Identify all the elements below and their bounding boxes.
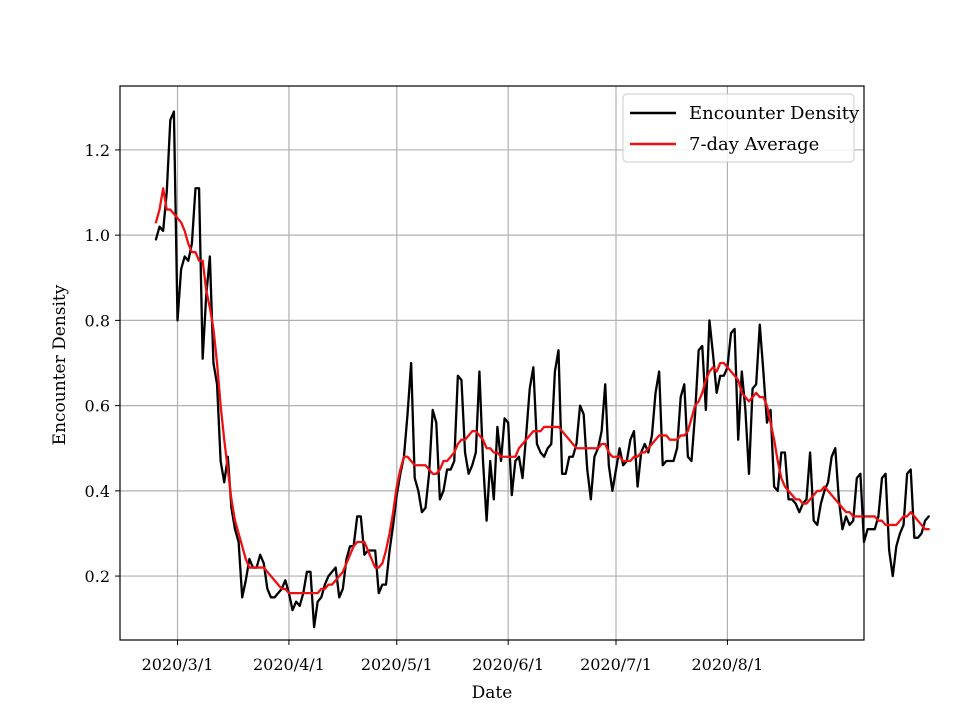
- grid-lines: [120, 86, 864, 640]
- y-axis-ticks: 0.2 0.4 0.6 0.8 1.0 1.2: [85, 141, 120, 586]
- y-tick-label: 0.4: [85, 482, 110, 501]
- x-tick-label: 2020/7/1: [580, 655, 652, 674]
- x-tick-label: 2020/4/1: [253, 655, 325, 674]
- plot-frame: [119, 85, 865, 641]
- legend: Encounter Density 7-day Average: [622, 93, 860, 163]
- x-tick-label: 2020/8/1: [691, 655, 763, 674]
- y-tick-label: 0.8: [85, 311, 110, 330]
- y-axis-label: Encounter Density: [50, 284, 70, 445]
- y-tick-label: 1.0: [85, 226, 110, 245]
- series-encounter-density-line: [154, 110, 930, 629]
- legend-label-encounter-density: Encounter Density: [689, 103, 860, 124]
- legend-box: [622, 93, 855, 163]
- y-tick-label: 1.2: [85, 141, 110, 160]
- x-axis-ticks: 2020/3/1 2020/4/1 2020/5/1 2020/6/1 2020/7/1…: [142, 640, 763, 674]
- legend-label-7-day-average: 7-day Average: [689, 134, 819, 155]
- y-tick-label: 0.2: [85, 567, 110, 586]
- y-tick-label: 0.6: [85, 397, 110, 416]
- x-axis-label: Date: [472, 683, 513, 703]
- x-tick-label: 2020/5/1: [361, 655, 433, 674]
- x-tick-label: 2020/6/1: [472, 655, 544, 674]
- series-layer: [154, 110, 930, 629]
- series-7-day-average-line: [154, 187, 930, 595]
- x-tick-label: 2020/3/1: [142, 655, 214, 674]
